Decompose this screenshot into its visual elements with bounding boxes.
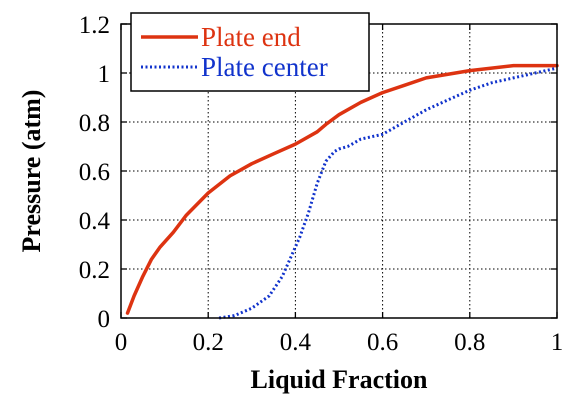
y-tick-label: 0.8 [79, 110, 110, 137]
y-tick-label: 0.6 [79, 159, 110, 186]
legend-box [130, 12, 370, 92]
series-line-plate-end [125, 63, 559, 315]
x-tick-label: 0.2 [193, 329, 224, 356]
x-tick-label: 0.6 [367, 329, 398, 356]
y-tick-label: 0.2 [79, 257, 110, 284]
x-tick-label: 0.4 [280, 329, 312, 356]
legend-label-plate-end: Plate end [201, 22, 301, 52]
y-tick-label: 0 [98, 306, 111, 333]
y-axis-title: Pressure (atm) [17, 90, 46, 253]
legend: Plate end Plate center [130, 12, 370, 92]
legend-label-plate-center: Plate center [201, 52, 328, 82]
y-tick-label: 1.2 [79, 12, 110, 39]
y-tick-label: 1 [98, 61, 111, 88]
x-axis-title: Liquid Fraction [251, 365, 429, 394]
axis-ticks: 0 0.2 0.4 0.6 0.8 1 0 0.2 0.4 0.6 0.8 1 1.2 [79, 12, 563, 356]
x-tick-label: 1 [551, 329, 563, 356]
series-line-plate-center [218, 66, 558, 320]
x-tick-label: 0.8 [454, 329, 485, 356]
y-tick-label: 0.4 [79, 208, 111, 235]
series-lines [125, 63, 559, 320]
x-tick-label: 0 [115, 329, 128, 356]
